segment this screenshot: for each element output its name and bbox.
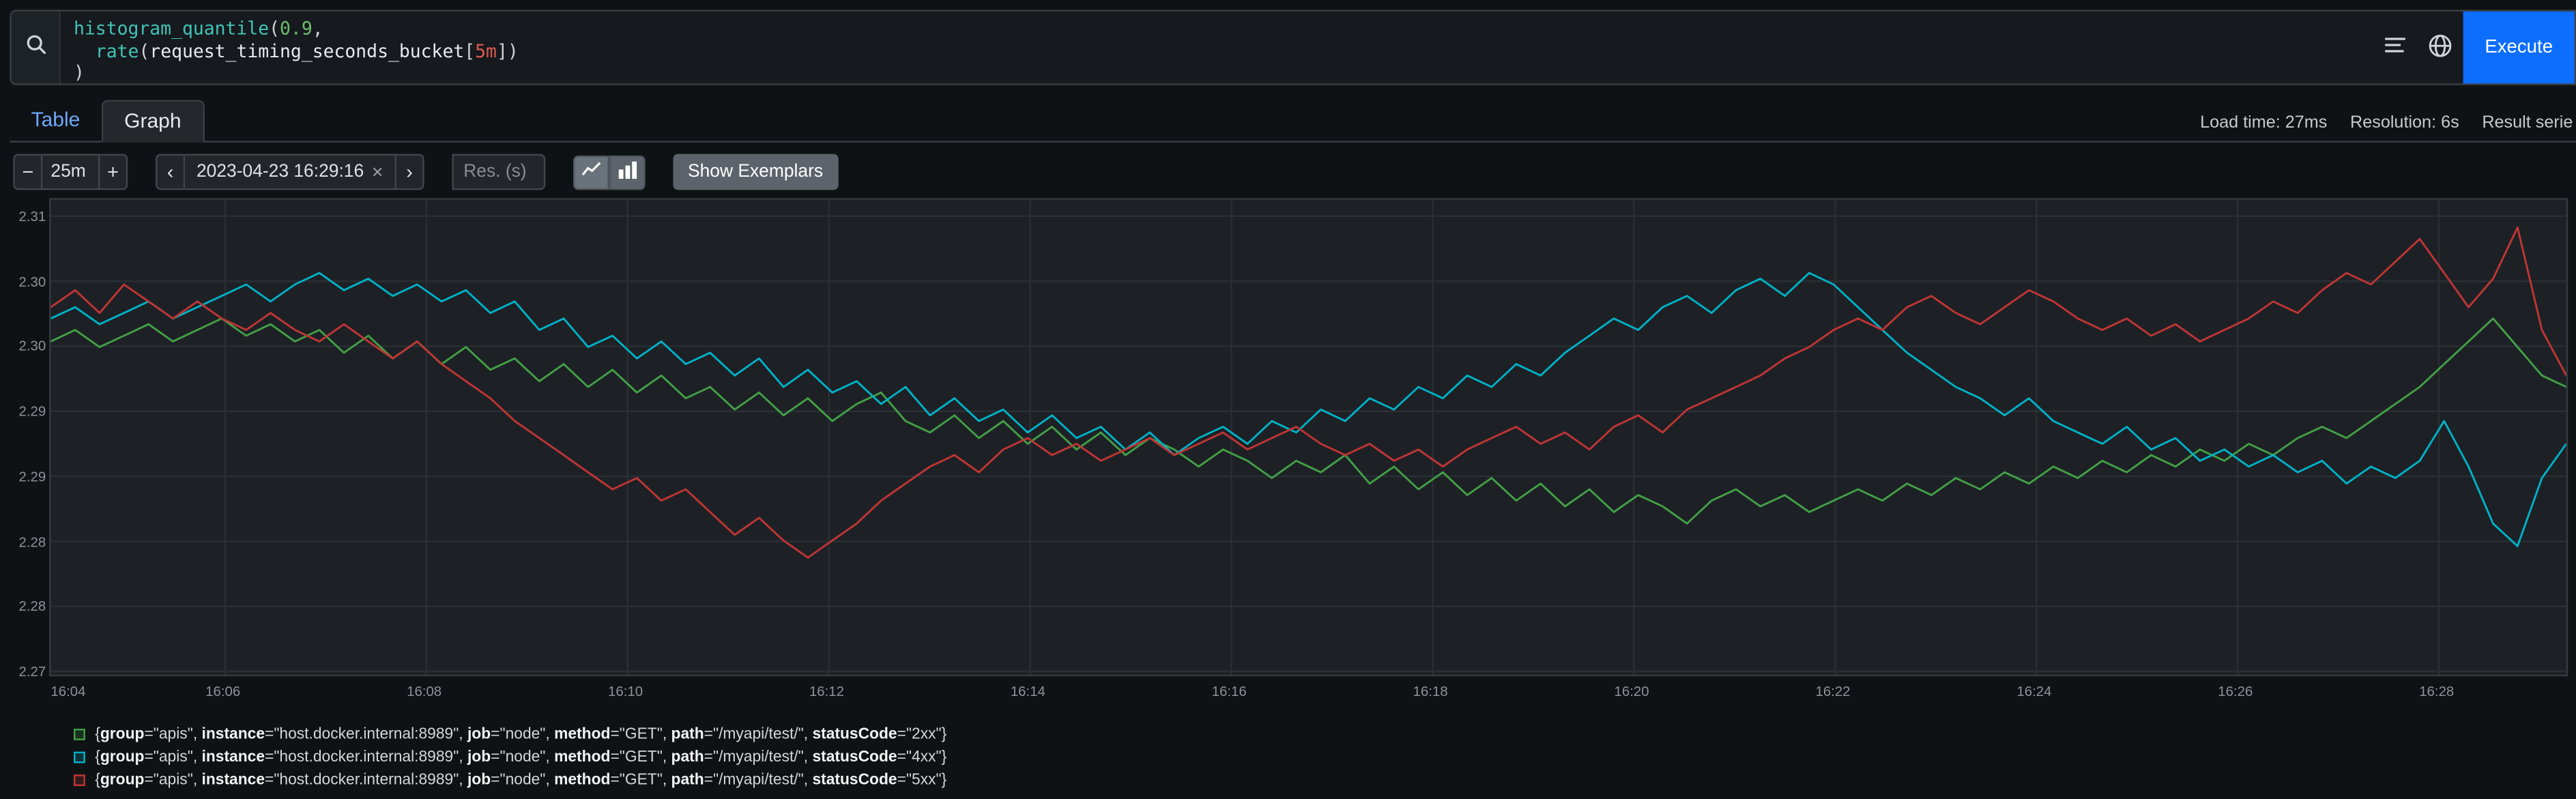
legend-label: {group="apis", instance="host.docker.int… [95, 748, 947, 767]
resolution-input[interactable] [452, 154, 546, 190]
line-chart-toggle-button[interactable] [573, 154, 609, 190]
x-axis-tick-label: 16:06 [205, 682, 241, 699]
x-axis-tick-label: 16:08 [407, 682, 442, 699]
time-picker: ‹ 2023-04-23 16:29:16 × › [156, 154, 424, 190]
series-line-4xx [50, 272, 2566, 547]
series-line-2xx [50, 317, 2566, 525]
x-axis-tick-label: 16:20 [1614, 682, 1649, 699]
y-axis-tick-label: 2.27 [18, 663, 46, 680]
y-axis-tick-label: 2.29 [18, 468, 46, 485]
increase-duration-button[interactable]: + [98, 154, 128, 190]
promql-line: rate(request_timing_seconds_bucket[5m]) [95, 40, 519, 61]
chevron-right-icon: › [406, 160, 413, 184]
x-axis-tick-label: 16:12 [809, 682, 844, 699]
y-axis-tick-label: 2.28 [18, 598, 46, 615]
legend-label: {group="apis", instance="host.docker.int… [95, 771, 947, 789]
tab-table[interactable]: Table [31, 108, 81, 131]
datetime-input[interactable]: 2023-04-23 16:29:16 × [185, 154, 395, 190]
x-axis-tick-label: 16:26 [2218, 682, 2253, 699]
promql-line: histogram_quantile(0.9, [74, 18, 323, 40]
resolution-group [452, 154, 546, 190]
time-back-button[interactable]: ‹ [156, 154, 186, 190]
query-editor-bar: histogram_quantile(0.9, rate(request_tim… [10, 10, 2576, 85]
duration-input[interactable] [42, 154, 98, 190]
query-stats: Load time: 27ms Resolution: 6s Result seri… [2200, 113, 2576, 141]
minus-icon: − [22, 160, 34, 184]
legend-label: {group="apis", instance="host.docker.int… [95, 725, 947, 744]
time-forward-button[interactable]: › [394, 154, 424, 190]
x-axis-tick-label: 16:16 [1211, 682, 1247, 699]
load-time-text: Load time: 27ms [2200, 113, 2328, 133]
y-axis-tick-label: 2.30 [18, 338, 46, 355]
series-line-5xx [50, 226, 2566, 559]
legend-item[interactable]: {group="apis", instance="host.docker.int… [74, 771, 946, 789]
duration-stepper: − + [13, 154, 128, 190]
execute-button[interactable]: Execute [2463, 11, 2575, 84]
search-icon [24, 32, 47, 63]
graph-panel: 2.31 2.30 2.30 2.29 2.29 2.28 2.28 2.27 16:04 16… [13, 198, 2568, 709]
x-axis-tick-label: 16:24 [2016, 682, 2052, 699]
datetime-value: 2023-04-23 16:29:16 [197, 162, 364, 182]
tab-bar: Table Graph Load time: 27ms Resolution: 6… [10, 98, 2576, 143]
graph-controls: − + ‹ 2023-04-23 16:29:16 × › [13, 154, 838, 190]
show-exemplars-button[interactable]: Show Exemplars [673, 154, 838, 190]
y-axis-tick-label: 2.29 [18, 403, 46, 420]
y-axis-tick-label: 2.31 [18, 207, 46, 224]
search-icon-cell [11, 11, 61, 84]
legend-item[interactable]: {group="apis", instance="host.docker.int… [74, 749, 946, 766]
y-axis-tick-label: 2.30 [18, 273, 46, 290]
legend-swatch [74, 774, 85, 786]
x-axis-tick-label: 16:14 [1010, 682, 1045, 699]
y-axis: 2.31 2.30 2.30 2.29 2.29 2.28 2.28 2.27 [13, 200, 46, 680]
legend-item[interactable]: {group="apis", instance="host.docker.int… [74, 725, 947, 744]
x-axis-tick-label: 16:28 [2419, 682, 2455, 699]
stacked-chart-icon [617, 159, 638, 185]
x-axis: 16:04 16:06 16:08 16:10 16:12 16:14 16:16 16:18… [50, 683, 2566, 703]
x-axis-tick-label: 16:10 [608, 682, 643, 699]
line-chart-icon [581, 159, 602, 185]
x-axis-tick-label: 16:22 [1815, 682, 1851, 699]
globe-icon [2427, 32, 2453, 63]
plus-icon: + [107, 160, 119, 184]
promql-line: ) [74, 62, 85, 84]
list-icon [2382, 33, 2407, 62]
x-axis-tick-label: 16:04 [50, 682, 86, 699]
stacked-chart-toggle-button[interactable] [609, 154, 646, 190]
metrics-explorer-button[interactable] [2375, 23, 2414, 72]
graph-canvas[interactable] [50, 199, 2566, 675]
tab-graph[interactable]: Graph [101, 100, 205, 143]
legend-swatch [74, 751, 85, 764]
chevron-left-icon: ‹ [167, 160, 174, 184]
x-axis-tick-label: 16:18 [1413, 682, 1448, 699]
chart-type-toggle [573, 154, 646, 190]
result-series-text: Result serie [2482, 113, 2573, 133]
legend-swatch [74, 729, 85, 740]
clear-icon[interactable]: × [371, 160, 383, 184]
decrease-duration-button[interactable]: − [13, 154, 43, 190]
promql-expression-input[interactable]: histogram_quantile(0.9, rate(request_tim… [61, 12, 2371, 84]
y-axis-tick-label: 2.28 [18, 533, 46, 550]
globe-button[interactable] [2420, 23, 2460, 72]
resolution-text: Resolution: 6s [2350, 113, 2459, 133]
plot-area[interactable] [49, 198, 2568, 677]
series-legend: {group="apis", instance="host.docker.int… [74, 725, 946, 794]
